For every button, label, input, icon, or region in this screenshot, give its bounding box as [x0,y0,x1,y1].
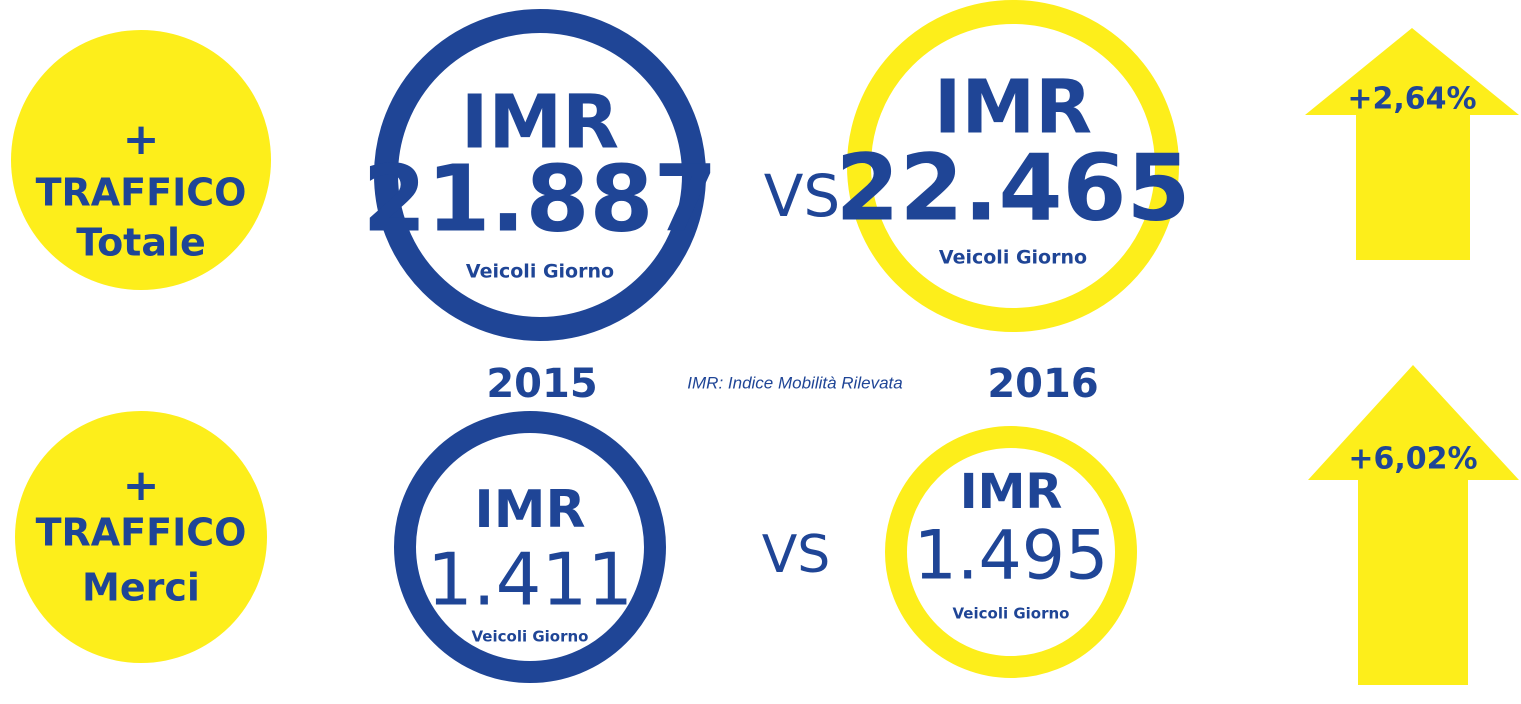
up-arrow [1308,365,1519,685]
imr-title: IMR [474,480,585,540]
imr-value: 1.411 [427,538,633,622]
year-after: 2016 [987,361,1098,407]
imr-unit: Veicoli Giorno [939,247,1087,269]
before-ring [374,9,706,341]
imr-title: IMR [934,65,1092,151]
imr-value: 1.495 [914,517,1109,596]
change: +2,64% [1347,82,1476,117]
label-circle [15,411,267,663]
plus: + [123,114,160,165]
plus: + [123,460,160,511]
imr-unit: Veicoli Giorno [472,628,589,646]
label-circle [11,30,271,290]
year-before: 2015 [486,361,597,407]
after-ring [847,0,1179,332]
imr-title: IMR [461,80,619,166]
imr-unit: Veicoli Giorno [953,605,1070,623]
label-line2: Totale [76,221,206,265]
up-arrow [1305,28,1519,260]
imr-title: IMR [960,464,1063,520]
label-line1: TRAFFICO [36,511,247,555]
change: +6,02% [1348,442,1477,477]
vs: VS [762,525,831,585]
note: IMR: Indice Mobilità Rilevata [687,373,902,392]
vs: VS [764,162,841,230]
imr-value: 21.887 [362,145,717,252]
imr-unit: Veicoli Giorno [466,261,614,283]
after-ring [885,426,1137,678]
label-line2: Merci [82,566,200,610]
imr-value: 22.465 [835,134,1190,241]
before-ring [394,411,666,683]
label-line1: TRAFFICO [36,171,247,215]
